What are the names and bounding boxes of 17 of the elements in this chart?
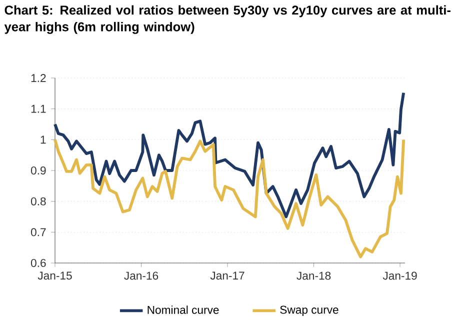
legend-label: Nominal curve [148, 306, 219, 314]
x-tick-label: Jan-15 [38, 272, 72, 280]
line-series [54, 91, 406, 218]
y-tick-label: 0.8 [30, 197, 46, 206]
y-tick-label: 1 [40, 136, 46, 144]
line-series [54, 138, 406, 258]
y-tick-label: 0.7 [30, 228, 46, 236]
legend-label: Swap curve [280, 306, 338, 316]
x-tick-label: Jan-18 [296, 272, 331, 280]
x-tick-label: Jan-17 [210, 272, 244, 280]
y-tick-label: 0.6 [30, 258, 46, 268]
x-tick-label: Jan-19 [382, 272, 417, 280]
y-tick-label: 0.9 [30, 166, 46, 175]
y-tick-label: 1.1 [31, 104, 46, 113]
x-tick-label: Jan-16 [124, 272, 158, 280]
chart-title: Chart 5: Realized vol ratios between 5y30y vs 2y10y curves are at multi-year highs (6m rolling window) [4, 5, 450, 34]
y-tick-label: 1.2 [31, 74, 46, 82]
